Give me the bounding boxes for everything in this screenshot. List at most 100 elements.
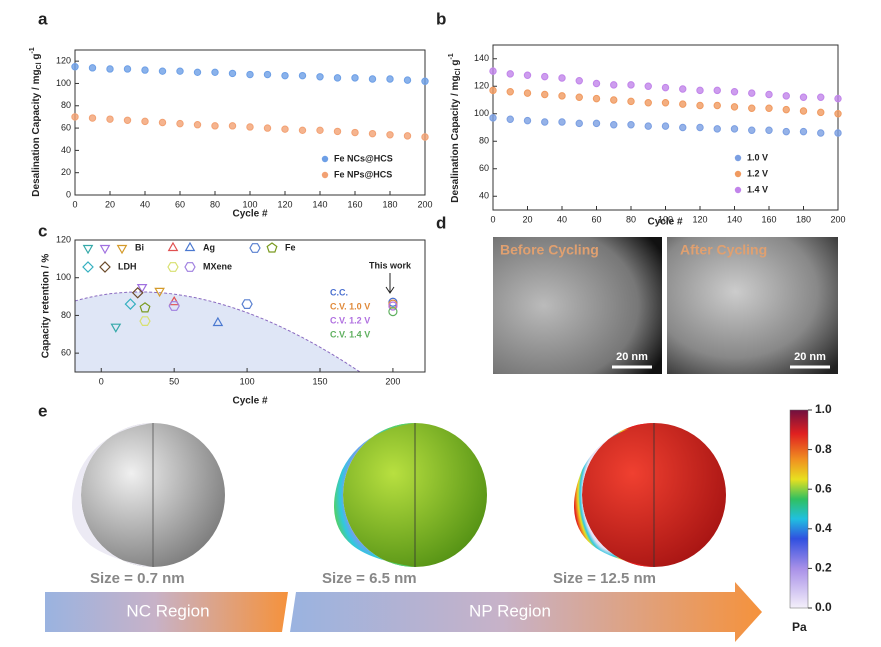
panel-label: a (38, 9, 48, 28)
data-point (610, 96, 618, 104)
y-tick-label: 60 (61, 348, 71, 358)
data-point (123, 116, 132, 124)
data-point (817, 93, 825, 101)
data-point (88, 114, 97, 122)
data-point (627, 81, 635, 89)
data-point (403, 76, 412, 84)
data-point (679, 100, 687, 108)
series-label: C.V. 1.0 V (330, 301, 370, 311)
data-point (176, 67, 184, 75)
x-tick-label: 100 (240, 376, 255, 386)
legend-marker (734, 170, 742, 178)
data-point (506, 88, 514, 96)
panel-label: d (436, 213, 446, 232)
legend-marker (99, 261, 111, 273)
y-tick-label: 80 (61, 100, 71, 110)
y-tick-label: 80 (479, 136, 489, 146)
tem-image (667, 237, 838, 374)
data-point (817, 129, 825, 137)
x-axis-label: Cycle # (232, 209, 267, 220)
x-tick-label: 120 (277, 199, 292, 209)
size-label: Size = 0.7 nm (90, 570, 185, 587)
data-point (592, 94, 601, 103)
sphere (574, 423, 726, 567)
data-point (241, 299, 253, 309)
data-point (489, 67, 497, 75)
data-point (368, 75, 377, 83)
data-point (333, 74, 342, 82)
data-point (168, 301, 180, 311)
x-tick-label: 80 (210, 199, 220, 209)
region-label: NP Region (469, 601, 551, 620)
data-point (139, 316, 151, 326)
data-point (351, 128, 359, 137)
x-tick-label: 0 (99, 376, 104, 386)
data-point (211, 122, 219, 130)
data-point (575, 77, 583, 85)
size-label: Size = 12.5 nm (553, 570, 656, 587)
data-point (834, 129, 842, 137)
y-tick-label: 60 (61, 122, 71, 132)
region-arrow (290, 582, 762, 642)
data-point (158, 67, 167, 75)
data-point (834, 94, 842, 103)
data-point (592, 79, 601, 88)
data-point (333, 127, 342, 136)
series-label: C.C. (330, 287, 348, 297)
y-axis-label-part: g (31, 54, 42, 63)
legend-marker (249, 243, 261, 253)
y-tick-label: 100 (474, 108, 489, 118)
y-tick-label: 40 (61, 145, 71, 155)
data-point (421, 133, 429, 141)
y-tick-label: 100 (56, 78, 71, 88)
colorbar-tick-label: 0.4 (815, 521, 832, 535)
legend-marker (734, 154, 742, 162)
data-point (661, 83, 670, 92)
data-point (168, 296, 180, 306)
x-tick-label: 200 (385, 376, 400, 386)
data-point (246, 123, 254, 131)
data-point (541, 72, 549, 81)
data-point (592, 119, 601, 128)
colorbar-tick-label: 1.0 (815, 402, 832, 416)
x-tick-label: 60 (175, 199, 185, 209)
data-point (782, 105, 790, 114)
x-tick-label: 160 (761, 214, 776, 224)
legend-marker (266, 242, 278, 253)
data-point (123, 65, 132, 73)
data-point (730, 103, 739, 111)
data-point (106, 115, 114, 123)
x-tick-label: 50 (169, 376, 179, 386)
data-point (131, 286, 144, 299)
size-label: Size = 6.5 nm (322, 570, 417, 587)
x-tick-label: 100 (242, 199, 257, 209)
data-point (610, 121, 618, 129)
data-point (176, 119, 184, 128)
data-point (124, 298, 137, 310)
data-point (575, 119, 583, 128)
data-point (158, 118, 167, 127)
legend-label: MXene (203, 261, 232, 271)
data-point (748, 126, 756, 134)
data-point (228, 122, 237, 130)
panel-label: e (38, 401, 47, 420)
colorbar-tick-label: 0.8 (815, 442, 832, 456)
data-point (679, 85, 687, 93)
data-point (263, 70, 272, 79)
y-tick-label: 140 (474, 53, 489, 63)
data-point (71, 113, 79, 121)
data-point (88, 64, 97, 72)
x-tick-label: 0 (72, 199, 77, 209)
legend-label: 1.2 V (747, 168, 768, 178)
data-point (506, 115, 514, 123)
x-tick-label: 60 (591, 214, 601, 224)
data-point (489, 86, 497, 95)
data-point (298, 126, 307, 135)
y-axis-label: Desalination Capacity / mgCl g-1 (448, 53, 462, 202)
data-point (106, 65, 114, 73)
x-tick-label: 120 (692, 214, 707, 224)
legend-label: Fe NCs@HCS (334, 153, 393, 163)
y-axis-label-part: -1 (448, 53, 455, 59)
data-point (713, 86, 721, 95)
legend-marker (82, 244, 94, 255)
